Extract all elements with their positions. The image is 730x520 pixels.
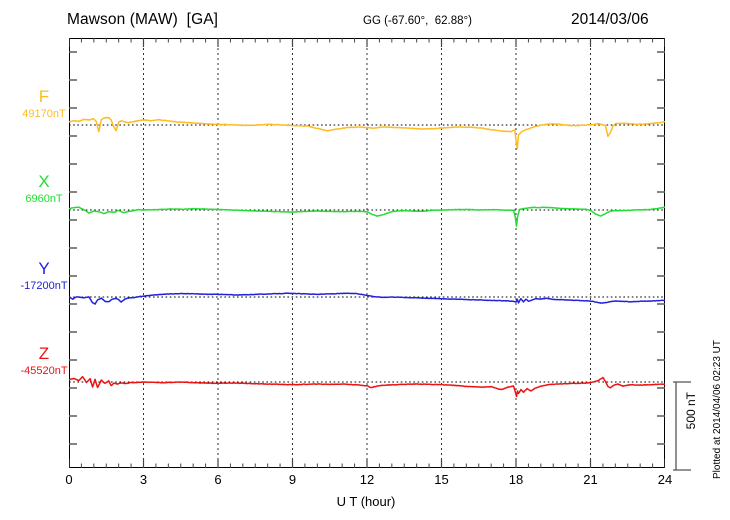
component-label-z: Z -45520nT [20, 344, 67, 377]
component-baseline-y: -17200nT [20, 280, 68, 292]
component-baseline-x: 6960nT [25, 193, 63, 205]
x-tick-label-0: 0 [65, 472, 73, 487]
component-label-f: F 49170nT [22, 87, 65, 120]
geographic-coordinates: GG (-67.60°, 62.88°) [363, 15, 472, 27]
x-tick-label-24: 24 [657, 472, 673, 487]
component-label-x: X 6960nT [25, 172, 62, 205]
trace-lines [69, 116, 665, 398]
x-tick-label-21: 21 [583, 472, 598, 487]
component-baseline-f: 49170nT [22, 108, 66, 120]
x-tick-label-9: 9 [288, 472, 297, 487]
component-name-z: Z [38, 344, 50, 363]
component-name-f: F [38, 87, 50, 106]
vertical-gridlines [143, 38, 591, 468]
x-tick-label-18: 18 [508, 472, 524, 487]
page-title: Mawson (MAW) [GA] [67, 11, 219, 28]
scale-bar [673, 381, 691, 471]
x-axis-title: U T (hour) [336, 494, 396, 509]
magnetogram-traces [69, 38, 665, 468]
component-name-y: Y [38, 259, 50, 278]
component-label-y: Y -17200nT [20, 259, 67, 292]
component-baseline-z: -45520nT [20, 365, 68, 377]
x-tick-label-15: 15 [434, 472, 449, 487]
x-tick-label-3: 3 [139, 472, 148, 487]
plot-area [69, 38, 665, 468]
component-name-x: X [38, 172, 50, 191]
observation-date: 2014/03/06 [571, 11, 649, 28]
x-axis-ticks [69, 38, 665, 468]
x-tick-label-12: 12 [359, 472, 375, 487]
y-axis-ticks [69, 51, 665, 445]
scale-bar-label: 500 nT [684, 392, 698, 430]
x-tick-label-6: 6 [214, 472, 222, 487]
plotted-at-label: Plotted at 2014/04/06 02:23 UT [712, 340, 723, 479]
